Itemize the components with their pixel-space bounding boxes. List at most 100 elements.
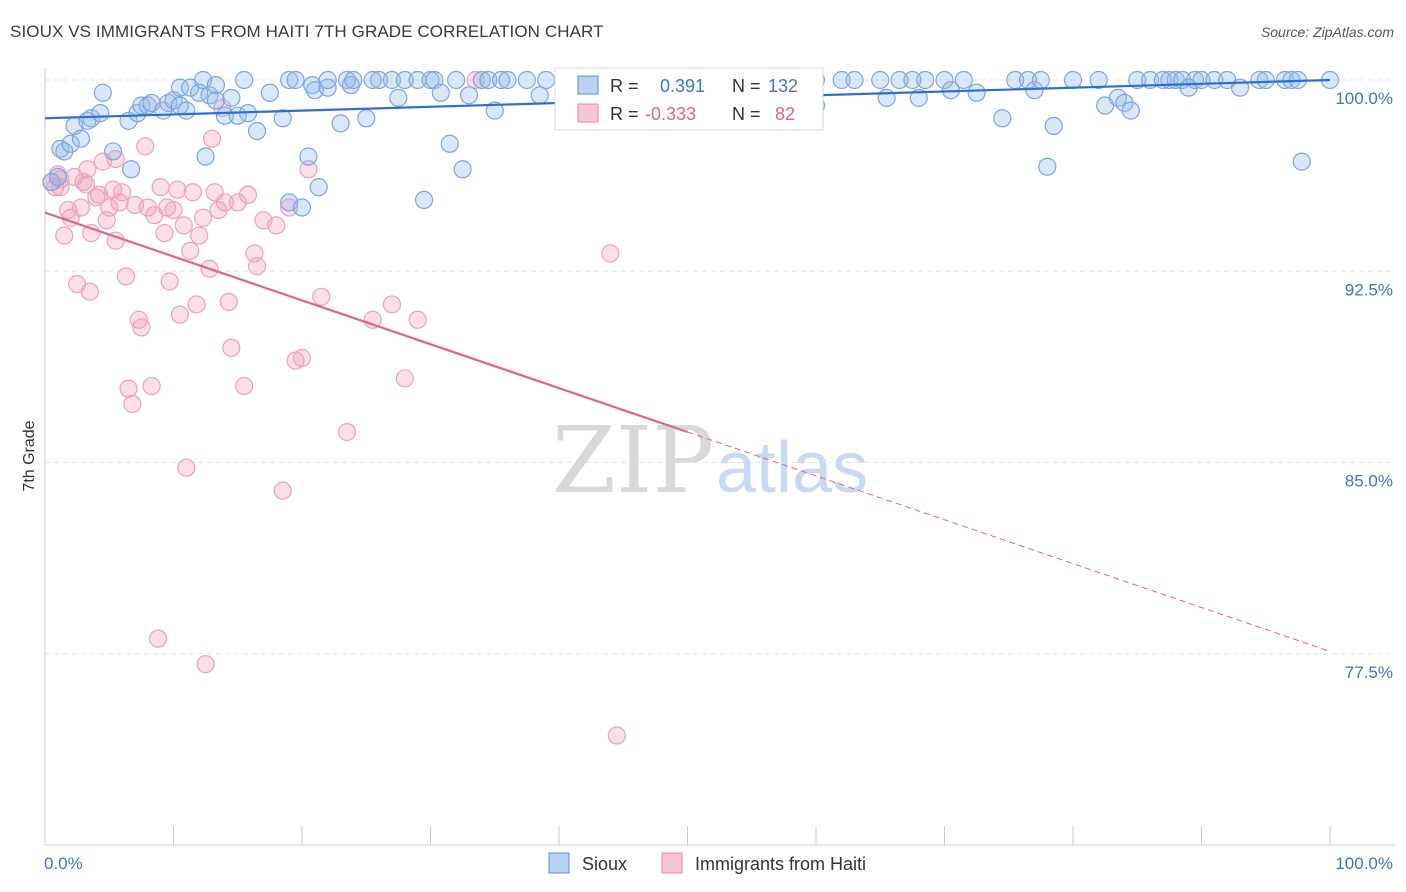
haiti-point [193, 208, 213, 227]
sioux-point [1121, 101, 1140, 120]
sioux-point [459, 86, 479, 105]
axes [44, 68, 1395, 846]
sioux-point [260, 83, 279, 102]
haiti-point [116, 267, 136, 286]
sioux-point [453, 160, 472, 179]
sioux-point [71, 129, 91, 148]
sioux-point [104, 142, 123, 161]
haiti-point [187, 295, 206, 314]
gridlines [45, 79, 1395, 655]
sioux-point [954, 70, 973, 90]
haiti-point [168, 180, 187, 199]
sioux-point [1256, 70, 1275, 90]
sioux-point [537, 70, 556, 90]
haiti-point [78, 160, 97, 179]
sioux-point [286, 70, 305, 90]
haiti-point [100, 198, 119, 217]
sioux-point [903, 70, 922, 90]
sioux-point [382, 70, 402, 90]
sioux-point [1038, 157, 1057, 176]
sioux-point [280, 70, 299, 90]
haiti-point [160, 272, 179, 291]
sioux-point [1031, 70, 1050, 90]
haiti-point [77, 175, 96, 194]
stats-n-value-sioux: 132 [768, 76, 798, 96]
haiti-point [312, 287, 331, 306]
haiti-trendline [44, 211, 688, 434]
sioux-point [121, 160, 141, 179]
sioux-point [1292, 152, 1311, 171]
haiti-point [280, 198, 299, 217]
trendlines [44, 78, 1331, 652]
haiti-point [151, 178, 170, 197]
haiti-point [55, 226, 74, 245]
sioux-point [93, 83, 112, 102]
haiti-point [337, 422, 357, 442]
legend-label-haiti: Immigrants from Haiti [695, 854, 866, 874]
sioux-point [206, 76, 226, 95]
sioux-point [370, 70, 389, 90]
haiti-point [238, 185, 258, 204]
x-tick-label-end: 100.0% [1335, 854, 1393, 873]
watermark-zip: ZIP [552, 407, 714, 514]
haiti-point [181, 241, 200, 260]
stats-r-value-sioux: 0.391 [660, 76, 705, 96]
sioux-point [1044, 116, 1063, 136]
haiti-point [123, 394, 142, 414]
sioux-point [421, 70, 440, 90]
sioux-point [48, 167, 67, 187]
sioux-point [235, 70, 254, 90]
haiti-series [42, 70, 626, 745]
haiti-point [196, 655, 215, 674]
sioux-point [222, 88, 241, 107]
haiti-point [190, 226, 209, 245]
haiti-point [395, 369, 414, 388]
haiti-point [183, 183, 202, 202]
sioux-point [1250, 70, 1269, 90]
haiti-point [273, 481, 292, 500]
sioux-point [318, 78, 337, 97]
sioux-point [967, 83, 986, 102]
haiti-point [132, 318, 151, 337]
haiti-point [219, 292, 238, 312]
haiti-point [164, 200, 183, 220]
sioux-point [159, 93, 178, 113]
haiti-point [247, 257, 267, 276]
legend: Sioux Immigrants from Haiti [548, 852, 866, 874]
stats-r-label-sioux: R = [610, 76, 639, 96]
sioux-point [492, 70, 511, 90]
haiti-point [142, 376, 161, 396]
y-ticks: 77.5% 85.0% 92.5% 100.0% [1335, 89, 1393, 682]
sioux-point [309, 178, 328, 197]
y-tick-label: 85.0% [1345, 472, 1393, 491]
haiti-point [148, 629, 168, 648]
haiti-point [292, 348, 312, 368]
sioux-point [498, 70, 517, 90]
legend-swatch-sioux [548, 852, 570, 874]
sioux-point [82, 109, 101, 128]
sioux-point [331, 114, 350, 133]
sioux-point [909, 88, 928, 107]
sioux-point [273, 109, 292, 128]
x-tick-label-start: 0.0% [44, 854, 83, 873]
haiti-point [408, 310, 427, 329]
sioux-point [414, 190, 434, 209]
haiti-point [228, 193, 247, 212]
sioux-point [341, 76, 360, 95]
sioux-point [479, 70, 498, 90]
sioux-point [431, 83, 450, 102]
sioux-point [318, 70, 337, 90]
haiti-point [174, 216, 193, 235]
sioux-point [916, 70, 935, 90]
sioux-point [196, 147, 215, 166]
stats-box: R = 0.391 N = 132 R = -0.333 N = 82 [554, 67, 824, 131]
x-ticks: 0.0% 100.0% [44, 854, 1393, 873]
sioux-point [890, 70, 909, 90]
haiti-point [71, 198, 91, 217]
sioux-point [845, 70, 864, 90]
stats-n-value-haiti: 82 [775, 104, 795, 124]
haiti-point [235, 376, 254, 396]
sioux-point [292, 198, 312, 217]
haiti-point [215, 193, 234, 212]
y-tick-label: 77.5% [1345, 663, 1393, 682]
